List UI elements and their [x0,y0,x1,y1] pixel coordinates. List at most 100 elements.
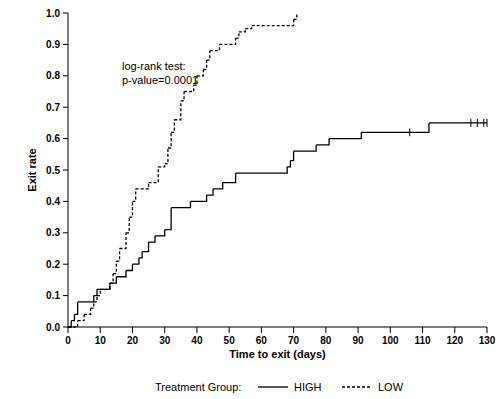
step-segment [120,233,126,249]
y-tick [63,13,68,14]
x-tick [487,327,488,333]
plot-area [68,13,487,327]
step-segment [171,120,174,133]
y-tick [63,170,68,171]
step-segment [84,308,90,314]
x-axis [68,327,487,328]
x-tick [100,327,101,333]
step-segment [236,32,239,38]
step-segment [190,195,206,201]
x-tick [390,327,391,333]
step-segment [252,19,294,25]
censor-mark [487,119,488,127]
step-segment [184,85,194,91]
y-tick [63,75,68,76]
step-segment [142,242,148,251]
x-tick-label: 40 [191,335,203,346]
step-segment [136,183,149,189]
y-tick-label: 0.8 [46,70,60,81]
step-segment [113,261,116,274]
step-segment [165,208,171,230]
y-tick [63,107,68,108]
step-segment [287,161,290,167]
step-segment [97,289,100,295]
censor-mark [470,119,471,127]
step-segment [329,132,361,138]
x-tick-label: 50 [224,335,236,346]
step-segment [197,70,203,76]
y-tick-label: 0.7 [46,102,60,113]
step-segment [116,270,126,276]
annotation: log-rank test: [122,60,186,72]
y-axis-title: Exit rate [26,148,38,191]
x-tick-label: 110 [414,335,431,346]
x-tick [68,327,69,333]
y-tick [63,44,68,45]
x-tick-label: 10 [95,335,107,346]
x-tick [325,327,326,333]
step-segment [149,236,155,242]
step-segment [194,76,197,85]
series-low [68,13,297,327]
y-tick [63,264,68,265]
step-segment [213,183,223,189]
step-segment [239,29,245,32]
step-segment [174,101,180,120]
step-segment [207,189,213,195]
step-segment [110,274,113,283]
series-high [68,119,487,327]
y-tick-label: 0.9 [46,39,60,50]
step-segment [116,249,119,262]
legend-title: Treatment Group: [155,381,241,393]
step-segment [78,296,94,302]
step-segment [94,289,97,295]
step-segment [139,252,142,258]
x-tick [132,327,133,333]
step-segment [126,217,129,233]
step-segment [100,283,110,289]
y-tick-label: 0.0 [46,322,60,333]
step-segment [245,26,251,29]
step-segment [132,189,135,202]
y-tick-label: 0.3 [46,227,60,238]
x-tick [358,327,359,333]
y-tick [63,295,68,296]
step-segment [219,38,235,44]
x-tick-label: 120 [446,335,463,346]
y-tick-label: 1.0 [46,8,60,19]
step-segment [68,321,71,327]
y-tick-label: 0.2 [46,259,60,270]
x-tick [293,327,294,333]
step-segment [97,283,110,289]
step-segment [294,13,297,19]
step-segment [68,321,78,327]
x-tick-label: 60 [256,335,268,346]
x-tick-label: 80 [320,335,332,346]
step-segment [158,164,164,167]
step-segment [78,314,84,320]
annotation: p-value=0.0001 [122,74,198,86]
x-axis-title: Time to exit (days) [229,348,326,360]
y-tick-label: 0.1 [46,290,60,301]
x-tick-label: 20 [127,335,139,346]
x-tick-label: 90 [353,335,365,346]
y-tick [63,201,68,202]
step-segment [429,122,487,123]
step-segment [155,230,165,236]
step-segment [171,201,190,207]
step-segment [129,201,132,217]
y-tick-label: 0.6 [46,133,60,144]
step-segment [316,139,329,145]
censor-mark [483,119,484,127]
y-tick-label: 0.4 [46,196,60,207]
step-segment [290,151,293,160]
legend-swatch [342,386,372,387]
step-segment [296,12,297,13]
x-tick-label: 70 [288,335,300,346]
step-segment [126,264,132,270]
x-tick [164,327,165,333]
step-segment [223,173,236,182]
chart: 0.00.10.20.30.40.50.60.70.80.91.00102030… [0,0,502,399]
x-tick-label: 30 [159,335,171,346]
step-segment [168,132,171,148]
